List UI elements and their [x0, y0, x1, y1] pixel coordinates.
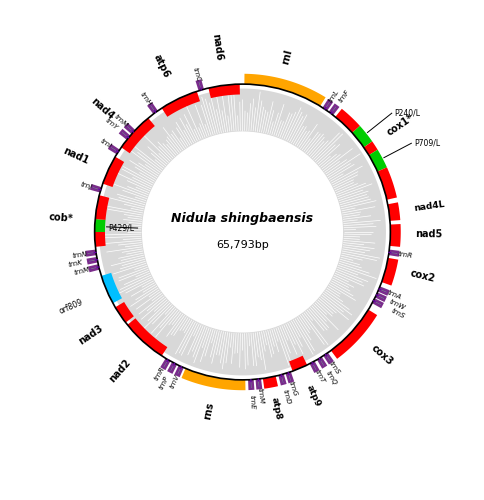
- Polygon shape: [161, 92, 199, 117]
- Polygon shape: [389, 224, 400, 247]
- Text: trnL: trnL: [327, 88, 339, 104]
- Polygon shape: [127, 318, 167, 356]
- Polygon shape: [278, 374, 286, 386]
- Text: trnI: trnI: [99, 138, 112, 149]
- Polygon shape: [285, 372, 294, 384]
- Polygon shape: [317, 357, 327, 368]
- Polygon shape: [95, 195, 109, 220]
- Polygon shape: [387, 202, 399, 221]
- Polygon shape: [94, 232, 106, 247]
- Text: P429/L: P429/L: [108, 224, 135, 232]
- Text: trnC: trnC: [191, 66, 201, 82]
- Polygon shape: [94, 219, 106, 232]
- Text: trnQ: trnQ: [324, 370, 337, 386]
- Text: atp9: atp9: [304, 384, 321, 408]
- Polygon shape: [101, 273, 122, 303]
- Polygon shape: [103, 156, 124, 187]
- Polygon shape: [377, 286, 389, 296]
- Polygon shape: [99, 88, 385, 376]
- Text: trnS: trnS: [390, 308, 405, 320]
- Text: trnT: trnT: [313, 369, 325, 384]
- Text: trnF: trnF: [337, 88, 350, 104]
- Text: trnM: trnM: [256, 388, 263, 404]
- Polygon shape: [181, 368, 245, 390]
- Text: nad4L: nad4L: [412, 200, 444, 212]
- Text: nad3: nad3: [76, 324, 105, 347]
- Text: P240/L: P240/L: [394, 108, 420, 118]
- Text: nad1: nad1: [60, 146, 90, 166]
- Text: orf809: orf809: [58, 297, 84, 316]
- Polygon shape: [255, 378, 262, 390]
- Polygon shape: [244, 74, 325, 106]
- Polygon shape: [85, 250, 96, 256]
- Polygon shape: [107, 144, 120, 154]
- Text: trnA: trnA: [385, 290, 401, 301]
- Polygon shape: [123, 123, 135, 134]
- Text: trnV: trnV: [168, 374, 180, 390]
- Polygon shape: [377, 168, 396, 200]
- Text: nad4: nad4: [89, 96, 116, 122]
- Polygon shape: [167, 362, 177, 374]
- Text: rns: rns: [201, 401, 214, 420]
- Text: trnW: trnW: [388, 298, 406, 311]
- Text: trnE: trnE: [248, 394, 255, 409]
- Text: cox3: cox3: [368, 342, 394, 367]
- Polygon shape: [119, 129, 130, 140]
- Text: P709/L: P709/L: [413, 139, 439, 148]
- Polygon shape: [115, 302, 134, 322]
- Polygon shape: [374, 292, 386, 302]
- Polygon shape: [160, 358, 170, 370]
- Text: 65,793bp: 65,793bp: [216, 240, 268, 250]
- Polygon shape: [208, 84, 240, 98]
- Text: trnD: trnD: [282, 388, 291, 405]
- Polygon shape: [262, 376, 277, 388]
- Text: nad2: nad2: [107, 358, 133, 384]
- Polygon shape: [351, 126, 372, 148]
- Polygon shape: [368, 150, 386, 172]
- Text: rnl: rnl: [280, 48, 294, 66]
- Polygon shape: [288, 356, 306, 371]
- Text: cox1*: cox1*: [384, 112, 415, 137]
- Polygon shape: [388, 250, 399, 256]
- Polygon shape: [328, 104, 339, 115]
- Text: trnS: trnS: [328, 360, 341, 376]
- Text: trnY: trnY: [104, 117, 119, 130]
- Text: atp6: atp6: [152, 53, 172, 80]
- Polygon shape: [309, 361, 319, 373]
- Text: trnH: trnH: [138, 91, 152, 107]
- Text: trnR: trnR: [396, 250, 412, 258]
- Polygon shape: [381, 258, 397, 285]
- Text: nad6: nad6: [210, 33, 223, 62]
- Text: trnN: trnN: [72, 250, 88, 258]
- Text: trnR: trnR: [153, 366, 166, 382]
- Polygon shape: [322, 99, 333, 110]
- Text: trnG: trnG: [287, 380, 298, 396]
- Polygon shape: [330, 310, 377, 359]
- Polygon shape: [86, 257, 98, 264]
- Polygon shape: [147, 102, 157, 114]
- Text: atp8: atp8: [269, 396, 282, 421]
- Text: trnP: trnP: [158, 375, 170, 390]
- Polygon shape: [334, 109, 359, 133]
- Polygon shape: [174, 366, 183, 377]
- Polygon shape: [121, 118, 154, 154]
- Polygon shape: [90, 184, 101, 192]
- Polygon shape: [323, 352, 333, 364]
- Text: trnM: trnM: [113, 113, 129, 128]
- Text: cox2: cox2: [408, 268, 436, 284]
- Text: Nidula shingbaensis: Nidula shingbaensis: [171, 212, 313, 225]
- Polygon shape: [371, 298, 383, 308]
- Text: nad5: nad5: [415, 229, 442, 239]
- Polygon shape: [247, 380, 254, 390]
- Text: trnJ: trnJ: [79, 181, 93, 190]
- Text: trnM: trnM: [74, 266, 91, 276]
- Polygon shape: [88, 264, 99, 272]
- Text: cob*: cob*: [48, 212, 73, 224]
- Text: trnK: trnK: [68, 260, 83, 268]
- Polygon shape: [363, 142, 377, 155]
- Polygon shape: [195, 79, 203, 91]
